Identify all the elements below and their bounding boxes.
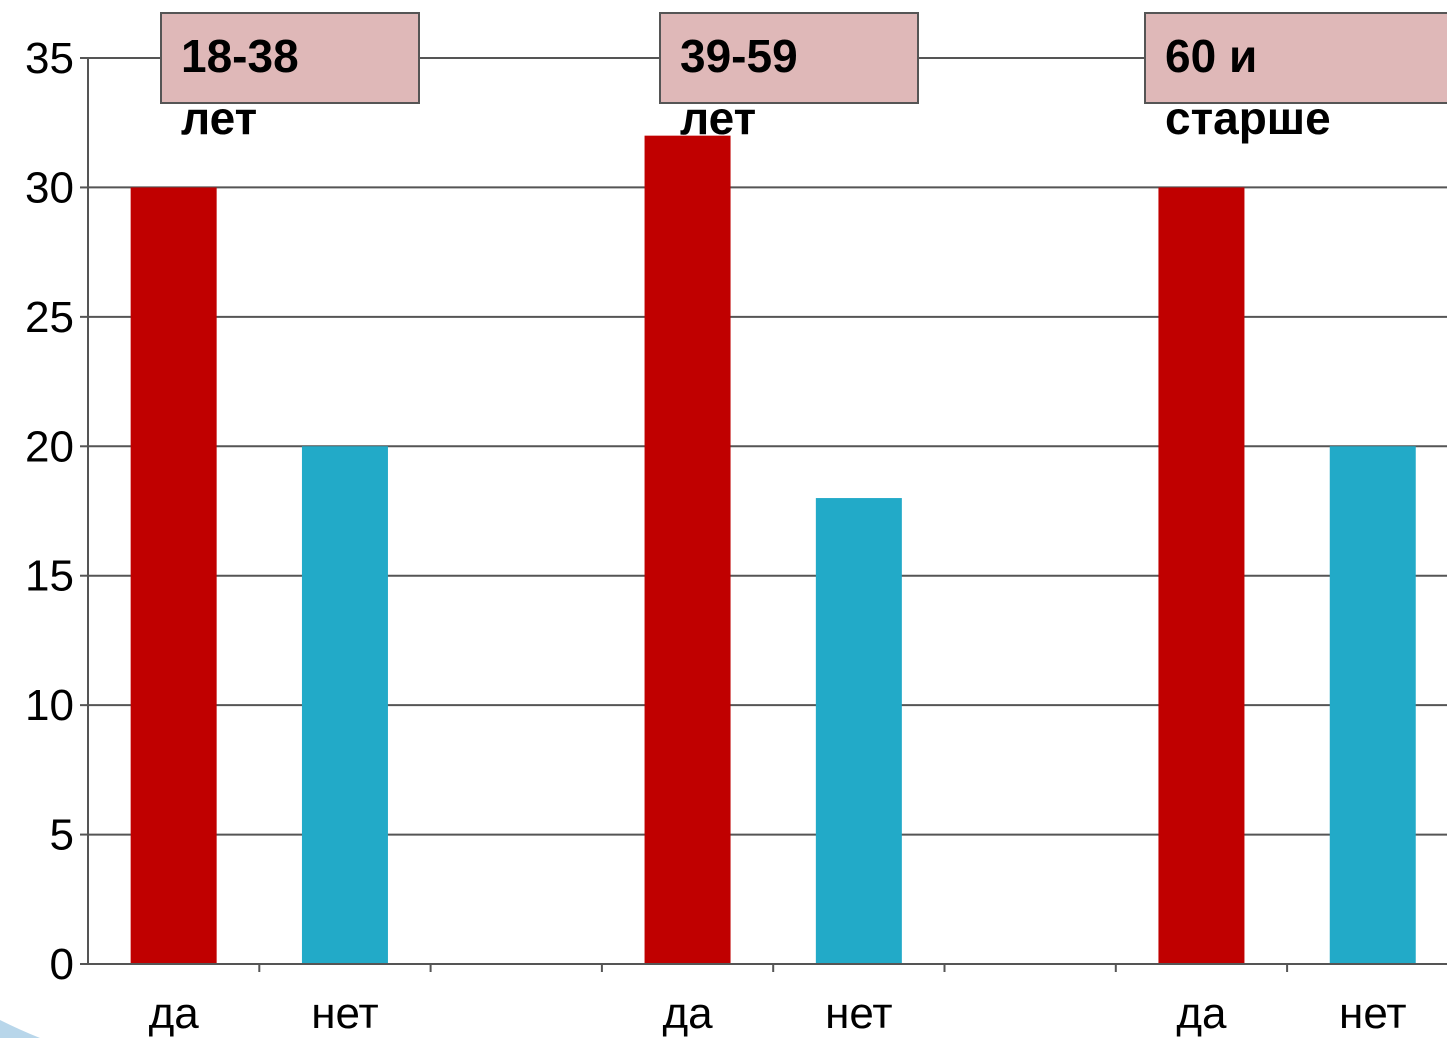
group-label-line1-2: 60 и: [1165, 30, 1257, 82]
group-label-box-0: [160, 12, 420, 104]
bar-yes-3: [644, 135, 731, 964]
axes: [80, 57, 1447, 972]
group-label-line1-1: 39-59: [680, 30, 798, 82]
group-label-line1-0: 18-38: [181, 30, 299, 82]
y-tick-label-5: 5: [50, 811, 74, 860]
bar-no-7: [1329, 446, 1416, 964]
y-tick-label-25: 25: [25, 293, 74, 342]
bar-yes-0: [130, 187, 217, 964]
x-tick-label-1: нет: [311, 989, 378, 1038]
bars: [130, 135, 1416, 964]
corner-swoosh-decoration: [0, 1020, 40, 1038]
group-label-line2-0: лет: [181, 92, 257, 144]
y-tick-label-15: 15: [25, 552, 74, 601]
bar-no-4: [815, 498, 902, 964]
x-tick-label-6: да: [1176, 989, 1227, 1038]
x-tick-label-4: нет: [825, 989, 892, 1038]
group-labels: 18-38 лет 39-59 лет 60 и старше: [160, 12, 1447, 144]
bar-yes-6: [1158, 187, 1245, 964]
group-label-line2-2: старше: [1165, 92, 1331, 144]
y-tick-label-10: 10: [25, 681, 74, 730]
x-tick-label-7: нет: [1339, 989, 1406, 1038]
x-tick-label-0: да: [149, 989, 200, 1038]
y-tick-label-30: 30: [25, 163, 74, 212]
y-tick-labels: 0 5 10 15 20 25 30 35: [25, 34, 74, 989]
y-tick-label-35: 35: [25, 34, 74, 83]
y-tick-label-20: 20: [25, 422, 74, 471]
group-label-box-2: [1144, 12, 1447, 104]
group-label-box-1: [659, 12, 919, 104]
x-tick-labels: да нет да нет да нет: [149, 989, 1407, 1038]
group-label-line2-1: лет: [680, 92, 756, 144]
y-tick-label-0: 0: [50, 940, 74, 989]
bar-no-1: [301, 446, 388, 964]
x-tick-label-3: да: [662, 989, 713, 1038]
